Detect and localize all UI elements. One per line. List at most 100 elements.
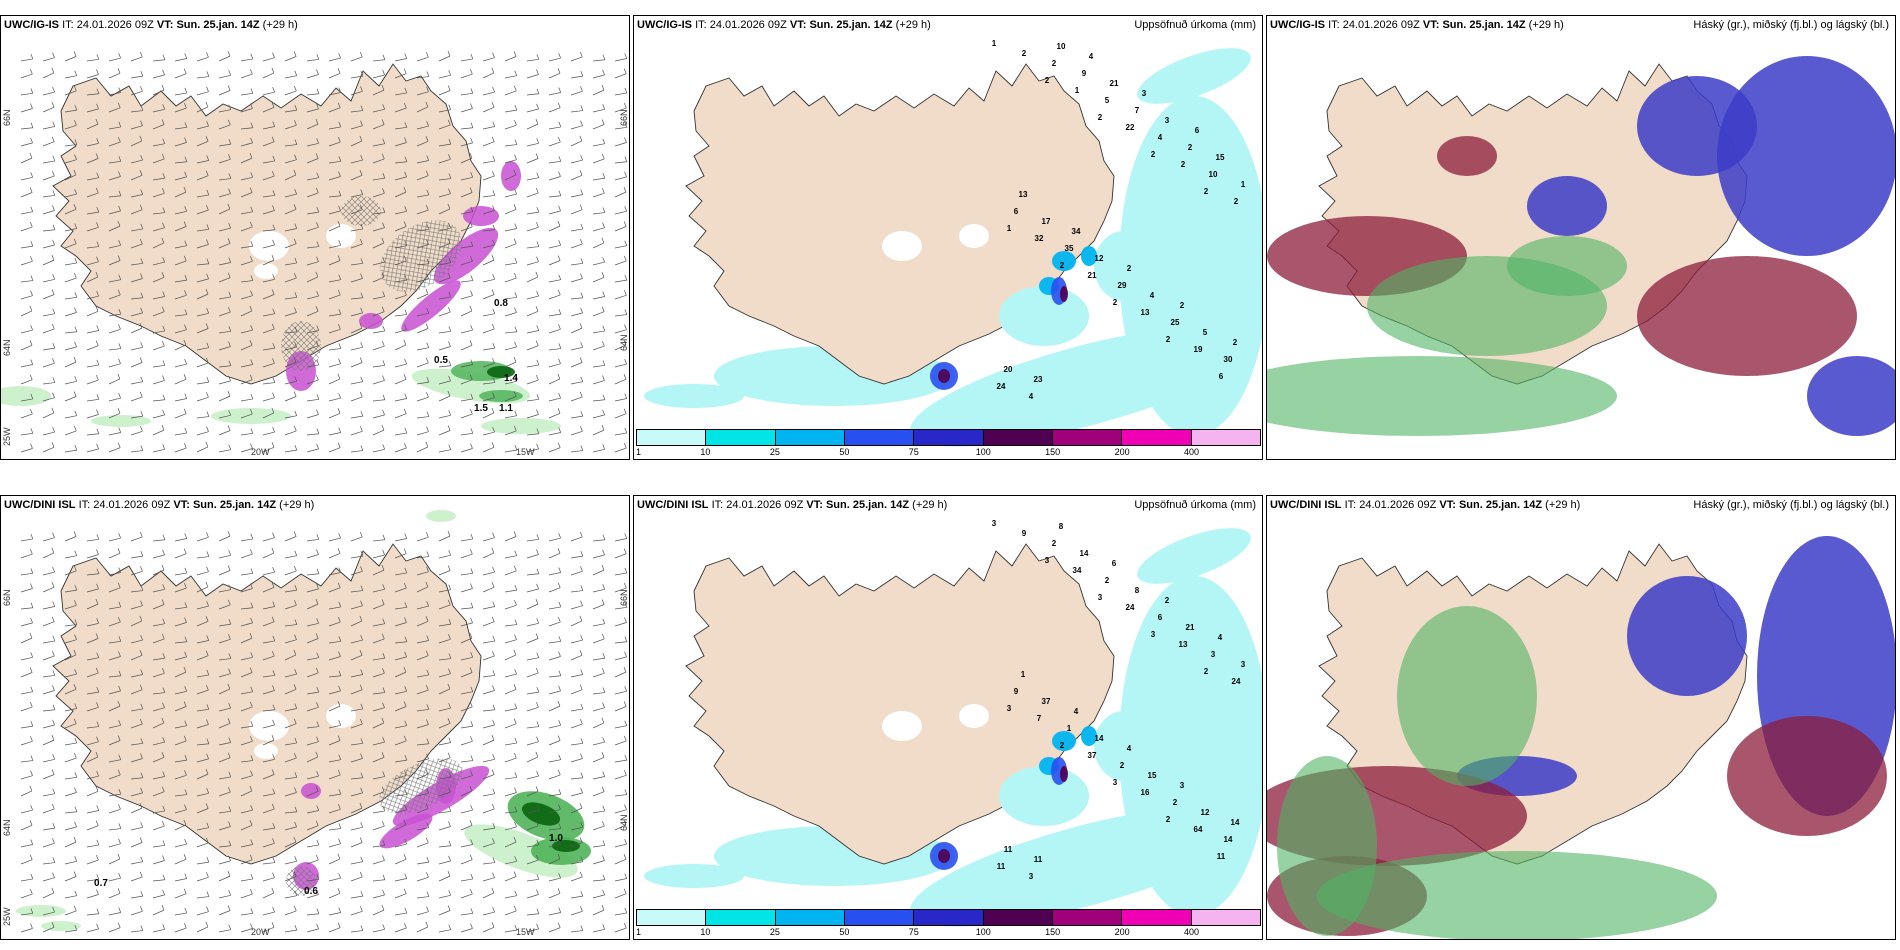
snow-value-labels: 0.8 0.5 1.4 1.5 1.1 — [434, 298, 518, 414]
model-label: UWC/IG-IS — [1270, 19, 1325, 31]
value-label: 3 — [1098, 593, 1103, 602]
vt-label: VT: — [173, 499, 190, 511]
precip-inland-areas — [999, 231, 1154, 346]
colorbar: 1 10 25 50 75 100 150 200 400 — [634, 429, 1262, 459]
lat-label-right-66n: 66N — [619, 109, 629, 126]
value-label: 4 — [1158, 133, 1163, 142]
value-label: 23 — [1034, 375, 1043, 384]
colorbar-tick: 200 — [1114, 447, 1130, 457]
colorbar-swatch — [706, 430, 776, 445]
precip-100-areas — [938, 766, 1068, 863]
lead-time: (+29 h) — [895, 19, 931, 31]
value-label: 3 — [1180, 781, 1185, 790]
value-label: 15 — [1148, 771, 1157, 780]
frozen-hatch-areas — [281, 196, 462, 371]
value-label: 1.0 — [549, 833, 563, 844]
value-label: 21 — [1110, 79, 1119, 88]
map-canvas — [1267, 536, 1895, 939]
panel-dini-wind-snow: 1.0 0.7 0.6 20W 15W 66N 64N 25W 66N 64N UWC/DINI I… — [0, 495, 630, 940]
value-label: 9 — [1014, 687, 1019, 696]
valid-time: Sun. 25.jan. 14Z — [809, 19, 893, 31]
value-label: 25 — [1171, 318, 1180, 327]
value-label: 6 — [1112, 559, 1117, 568]
value-label: 1.4 — [504, 373, 518, 384]
lat-label-66n: 66N — [2, 589, 12, 606]
it-label: IT: — [711, 499, 724, 511]
value-label: 0.6 — [304, 886, 318, 897]
colorbar-swatch — [1122, 910, 1192, 925]
panel-header: UWC/DINI ISL IT: 24.01.2026 09Z VT: Sun.… — [4, 499, 314, 511]
lead-time: (+29 h) — [279, 499, 315, 511]
lat-label-66n: 66N — [2, 109, 12, 126]
value-label: 7 — [1135, 106, 1140, 115]
value-label: 1 — [1241, 180, 1246, 189]
colorbar-swatch — [706, 910, 776, 925]
value-label: 2 — [1180, 301, 1185, 310]
value-label: 3 — [1045, 556, 1050, 565]
value-label: 11 — [1217, 852, 1226, 861]
value-label: 6 — [1195, 126, 1200, 135]
value-label: 37 — [1042, 697, 1051, 706]
colorbar-swatch — [1191, 910, 1260, 925]
value-label: 3 — [1007, 704, 1012, 713]
value-label: 2 — [1233, 338, 1238, 347]
wind-barbs — [20, 50, 628, 453]
issue-time: 24.01.2026 09Z — [726, 499, 804, 511]
lat-label-right-64n: 64N — [619, 814, 629, 831]
value-label: 2 — [1045, 76, 1050, 85]
lon-label-15w: 15W — [516, 927, 535, 937]
value-label: 2 — [1120, 761, 1125, 770]
precip-light-areas — [644, 48, 1262, 447]
colorbar-tick: 10 — [700, 447, 711, 457]
colorbar-swatch — [1052, 430, 1123, 445]
map-canvas: 0.8 0.5 1.4 1.5 1.1 — [1, 50, 628, 453]
colorbar-swatch — [914, 430, 984, 445]
model-label: UWC/DINI ISL — [637, 499, 709, 511]
value-label: 34 — [1073, 566, 1082, 575]
model-label: UWC/IG-IS — [637, 19, 692, 31]
value-label: 14 — [1231, 818, 1240, 827]
map-canvas — [1267, 56, 1895, 436]
value-label: 14 — [1080, 549, 1089, 558]
lead-time: (+29 h) — [912, 499, 948, 511]
value-label: 6 — [1158, 613, 1163, 622]
issue-time: 24.01.2026 09Z — [93, 499, 171, 511]
value-label: 3 — [1029, 872, 1034, 881]
glacier-areas — [249, 224, 356, 279]
iceland-land — [52, 543, 482, 865]
mid-cloud-areas — [1267, 236, 1627, 436]
value-label: 2 — [1127, 264, 1132, 273]
value-label: 24 — [1126, 603, 1135, 612]
value-label: 1 — [1067, 724, 1072, 733]
value-label: 0.5 — [434, 355, 448, 366]
value-label: 1.5 — [474, 403, 488, 414]
value-label: 4 — [1218, 633, 1223, 642]
value-label: 7 — [1037, 714, 1042, 723]
valid-time: Sun. 25.jan. 14Z — [1458, 499, 1543, 511]
lead-time: (+29 h) — [1545, 499, 1581, 511]
colorbar-tick: 50 — [839, 447, 850, 457]
colorbar-ticks: 1 10 25 50 75 100 150 200 400 — [636, 927, 1261, 939]
panel-header: UWC/DINI ISL IT: 24.01.2026 09Z VT: Sun.… — [637, 499, 947, 511]
value-label: 13 — [1019, 190, 1028, 199]
valid-time: Sun. 25.jan. 14Z — [192, 499, 277, 511]
colorbar-swatch — [775, 430, 845, 445]
panel-header: UWC/DINI ISL IT: 24.01.2026 09Z VT: Sun.… — [1270, 499, 1580, 511]
glacier-areas — [249, 704, 356, 759]
value-label: 3 — [992, 519, 997, 528]
value-label: 6 — [1014, 207, 1019, 216]
colorbar: 1 10 25 50 75 100 150 200 400 — [634, 909, 1262, 939]
panel-header: UWC/IG-IS IT: 24.01.2026 09Z VT: Sun. 25… — [637, 19, 931, 31]
colorbar-swatch — [844, 430, 915, 445]
colorbar-tick: 25 — [769, 927, 780, 937]
value-label: 5 — [1105, 96, 1110, 105]
panel-title: Háský (gr.), miðský (fj.bl.) og lágský (… — [1693, 19, 1889, 31]
value-label: 9 — [1082, 69, 1087, 78]
valid-time: Sun. 25.jan. 14Z — [176, 19, 260, 31]
value-label: 24 — [997, 382, 1006, 391]
lat-label-64n: 64N — [2, 339, 12, 356]
colorbar-swatches — [636, 909, 1261, 926]
value-label: 24 — [1232, 677, 1241, 686]
precip-value-labels: 3333232321193424132473716641122639122143… — [992, 519, 1246, 881]
colorbar-tick: 100 — [975, 927, 991, 937]
